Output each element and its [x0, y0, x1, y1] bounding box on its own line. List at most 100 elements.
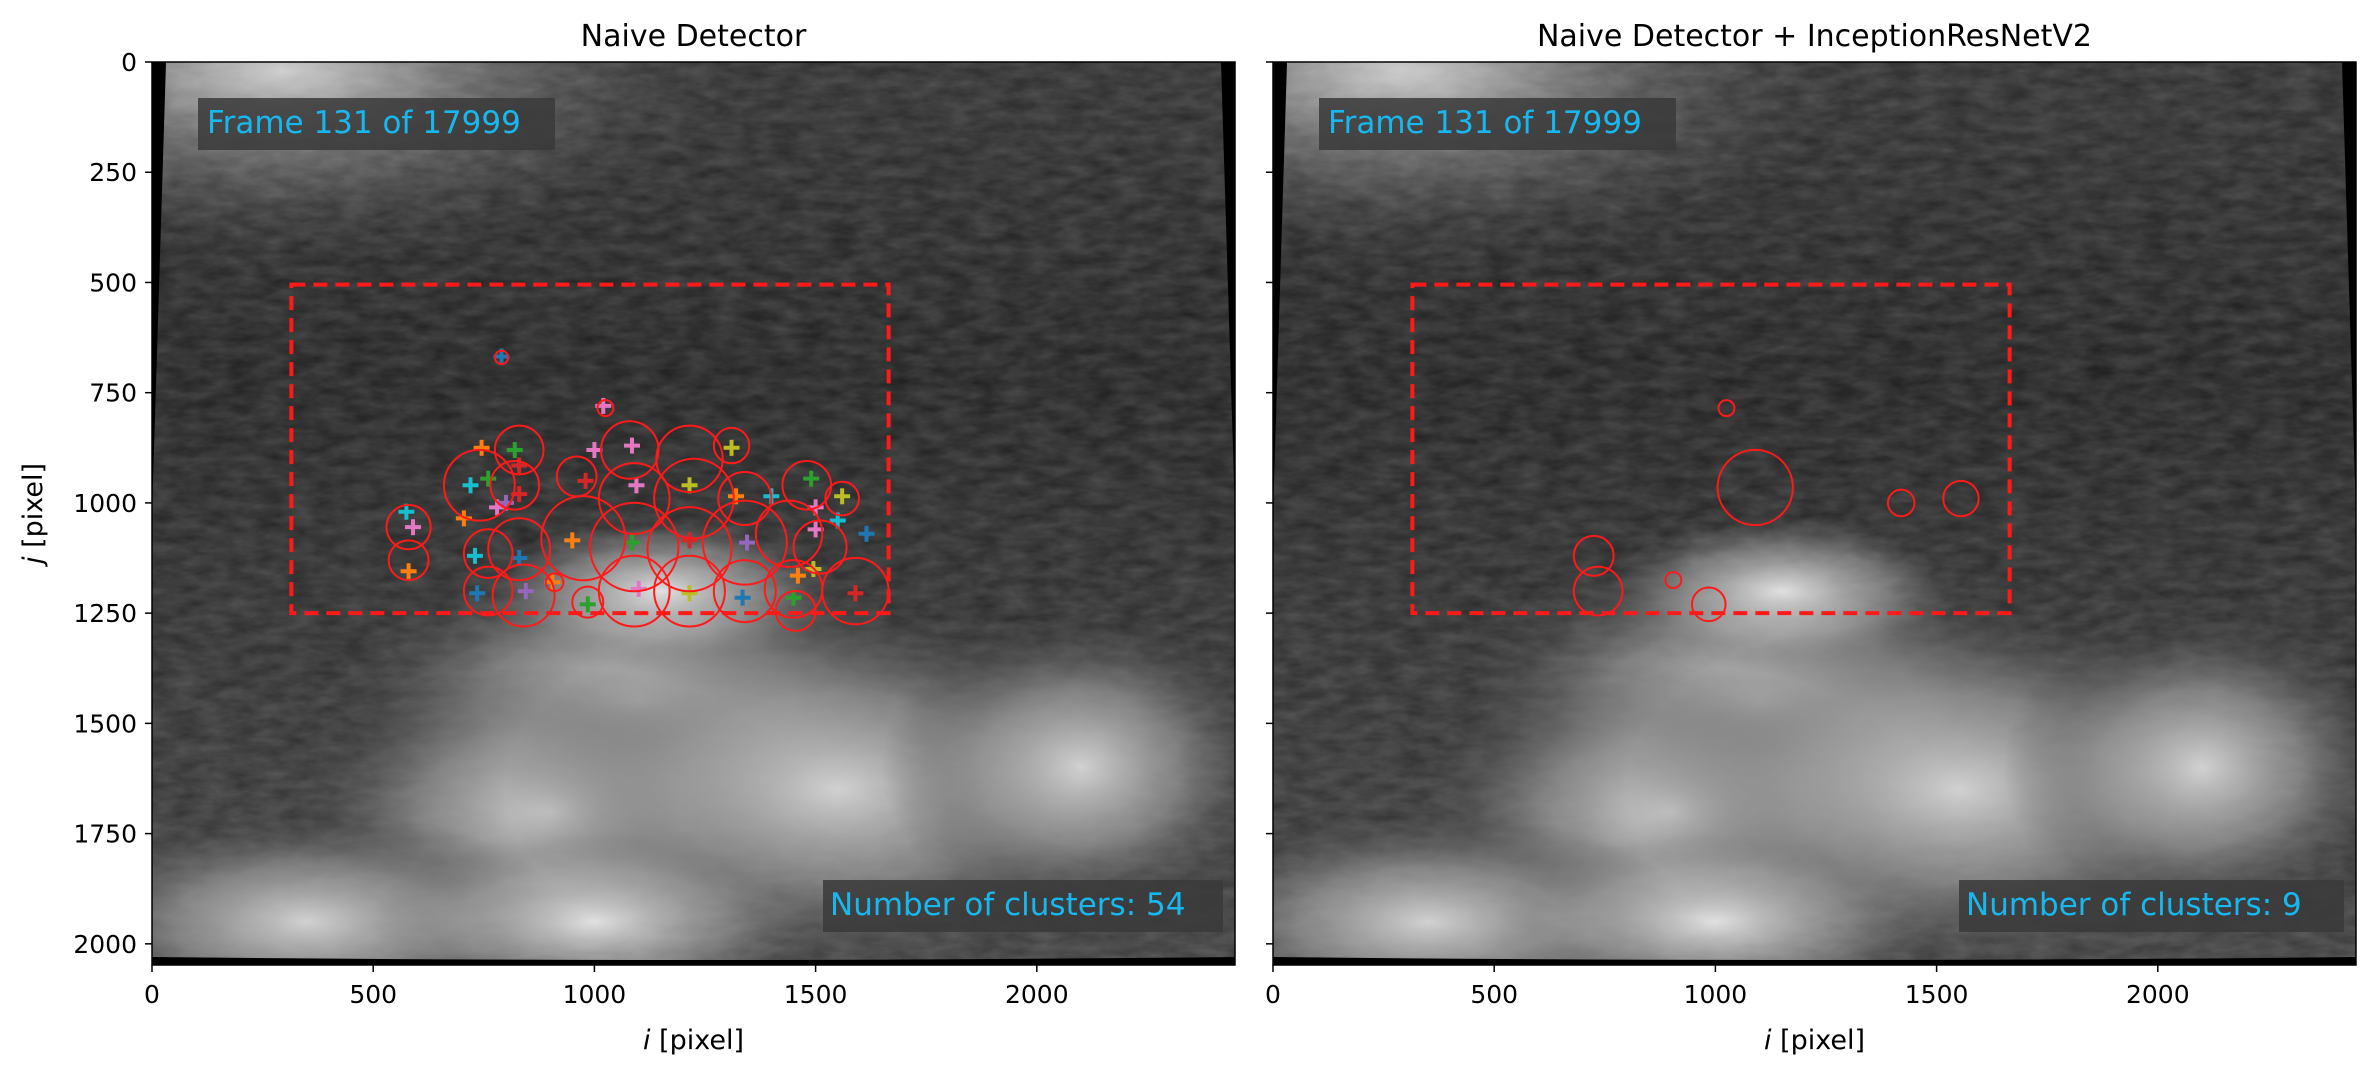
cluster-center-marker	[858, 525, 875, 542]
foam-patch	[1494, 833, 1937, 965]
cluster-center-marker	[681, 477, 698, 494]
cluster-circle	[489, 459, 541, 511]
frame-label-bg	[1319, 98, 1676, 150]
cluster-center-marker	[466, 547, 483, 564]
cluster-circle	[1942, 479, 1980, 518]
cluster-circle	[1690, 586, 1727, 623]
y-axis-label-unit: [pixel]	[18, 463, 49, 557]
cluster-circle	[1572, 534, 1615, 577]
x-axis-label-unit: [pixel]	[1771, 1025, 1865, 1056]
cluster-circle	[487, 517, 552, 582]
x-axis-label-unit: [pixel]	[650, 1025, 744, 1056]
cluster-circle	[1572, 565, 1624, 617]
chart-title: Naive Detector + InceptionResNetV2	[1537, 19, 2092, 54]
cluster-center-marker	[511, 457, 528, 474]
chart-title: Naive Detector	[581, 19, 807, 54]
cluster-circle	[824, 480, 860, 517]
cluster-circle	[653, 457, 735, 540]
y-axis-label-var: j	[18, 556, 49, 568]
x-axis-label: i [pixel]	[1764, 1025, 1865, 1056]
region-of-interest-box	[1410, 282, 2012, 616]
cluster-center-marker	[469, 585, 486, 602]
cluster-circle	[717, 470, 773, 527]
frame-label-text: Frame 131 of 17999	[1328, 105, 1642, 141]
cluster-center-marker	[681, 532, 698, 549]
cluster-center-marker	[480, 470, 497, 487]
frame-label: Frame 131 of 17999	[1319, 98, 1676, 150]
cluster-circle	[544, 572, 565, 593]
cluster-center-marker	[734, 589, 751, 606]
axes-frame	[151, 61, 1236, 966]
cluster-center-marker	[624, 437, 641, 454]
cluster-circle	[491, 563, 556, 628]
x-tick-label: 2000	[1005, 980, 1069, 1009]
foam-patch	[373, 833, 816, 965]
cluster-circle	[596, 399, 615, 418]
cluster-circle	[597, 554, 671, 628]
y-tick-label: 750	[89, 379, 137, 408]
clusters-label-bg	[1959, 880, 2344, 932]
cluster-circle	[385, 504, 432, 551]
y-tick-label: 500	[89, 268, 137, 297]
cluster-circle	[588, 501, 680, 593]
cluster-circle	[655, 424, 724, 494]
cluster-circle	[792, 519, 848, 575]
cluster-circle	[653, 554, 726, 628]
cluster-circle	[774, 590, 817, 632]
x-tick-label: 1000	[1684, 980, 1748, 1009]
x-tick-label: 0	[144, 980, 160, 1009]
chart-panel-2: Frame 131 of 17999 Number of clusters: 9 N…	[1265, 19, 2357, 1056]
clusters-label: Number of clusters: 54	[823, 880, 1223, 932]
y-tick-label: 2000	[73, 930, 137, 959]
cluster-center-marker	[517, 583, 534, 600]
cluster-circle	[462, 565, 514, 617]
cluster-center-marker	[834, 488, 851, 505]
x-tick-label: 500	[1470, 980, 1518, 1009]
cluster-center-marker	[624, 534, 641, 551]
cluster-center-marker	[511, 550, 528, 567]
cluster-center-marker	[577, 472, 594, 489]
clusters-label: Number of clusters: 9	[1959, 880, 2344, 932]
cluster-circle	[1664, 571, 1683, 590]
frame-label-text: Frame 131 of 17999	[207, 105, 521, 141]
cluster-center-marker	[586, 442, 603, 459]
cluster-circle	[540, 495, 627, 582]
x-tick-label: 2000	[2126, 980, 2190, 1009]
y-tick-label: 1500	[73, 709, 137, 738]
y-tick-label: 1750	[73, 820, 137, 849]
cluster-circle	[646, 506, 733, 593]
x-tick-label: 1500	[1905, 980, 1969, 1009]
cluster-center-marker	[473, 439, 490, 456]
cluster-circle	[754, 499, 824, 568]
cluster-center-marker	[723, 439, 740, 456]
cluster-center-marker	[506, 442, 523, 459]
cluster-circle	[387, 539, 430, 582]
cluster-circle	[712, 559, 777, 624]
cluster-circle	[712, 426, 751, 465]
lens-vignette	[152, 957, 1235, 965]
cluster-circle	[442, 448, 516, 522]
cluster-center-marker	[400, 563, 417, 580]
cluster-circle	[493, 349, 510, 366]
x-axis-label: i [pixel]	[643, 1025, 744, 1056]
cluster-circle	[571, 585, 605, 619]
chart-panel-1: Frame 131 of 17999 Number of clusters: 54…	[18, 19, 1236, 1056]
clusters-label-bg	[823, 880, 1223, 932]
frame-label-bg	[198, 98, 555, 150]
x-tick-label: 500	[349, 980, 397, 1009]
axes-frame	[1272, 61, 2357, 966]
cluster-circle	[1717, 399, 1736, 418]
cluster-center-marker	[628, 477, 645, 494]
camera-frame-image	[152, 62, 1235, 965]
cluster-center-marker	[789, 567, 806, 584]
region-of-interest-box	[289, 282, 891, 616]
cluster-center-marker	[785, 589, 802, 606]
lens-vignette	[2342, 62, 2356, 514]
cluster-circle	[600, 420, 660, 480]
x-tick-label: 0	[1265, 980, 1281, 1009]
x-tick-label: 1500	[784, 980, 848, 1009]
cluster-center-marker	[398, 503, 415, 520]
cluster-center-marker	[579, 596, 596, 613]
y-tick-label: 1000	[73, 489, 137, 518]
frame-label: Frame 131 of 17999	[198, 98, 555, 150]
